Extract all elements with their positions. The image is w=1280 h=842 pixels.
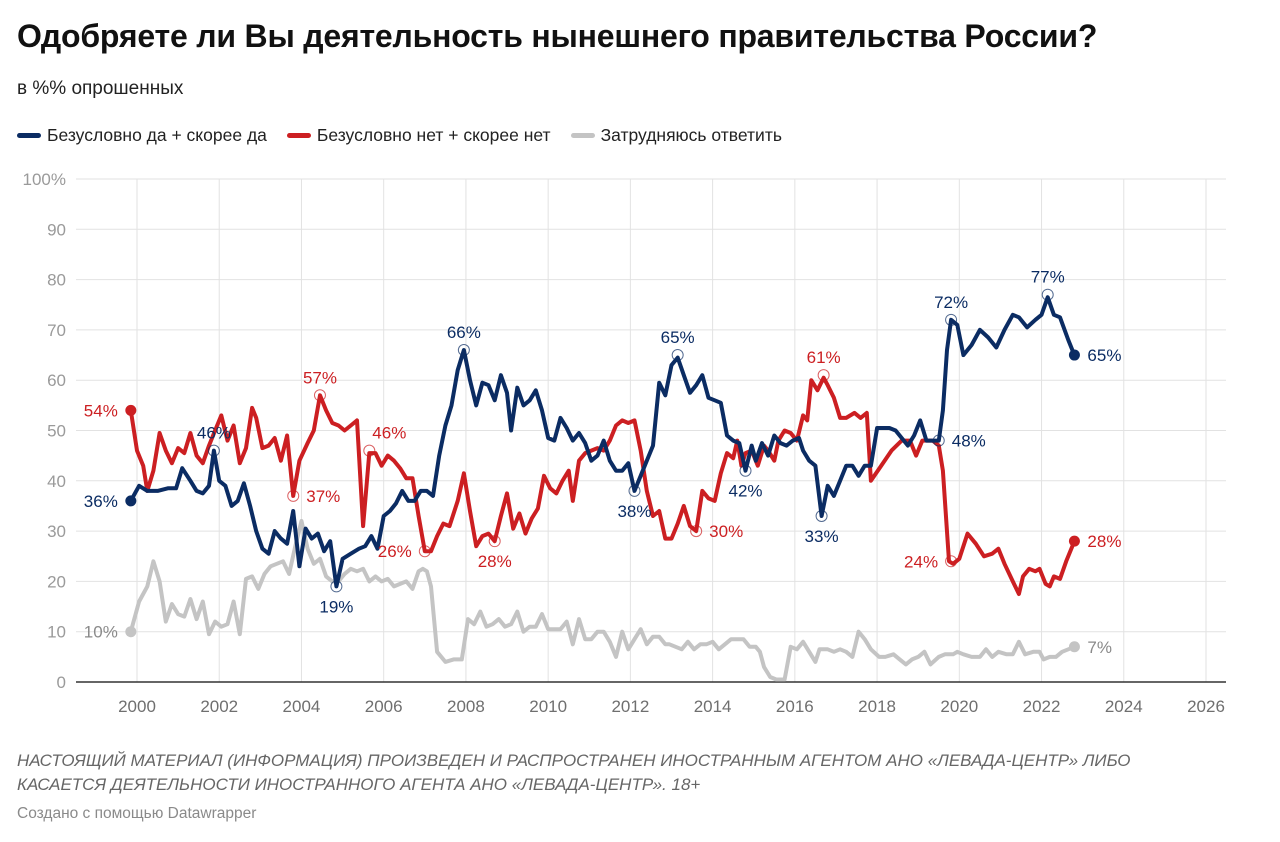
legend-item-approve: Безусловно да + скорее да — [17, 125, 267, 146]
data-label: 19% — [319, 597, 353, 616]
data-label: 66% — [447, 323, 481, 342]
data-label: 48% — [952, 432, 986, 451]
x-tick-label: 2004 — [283, 697, 321, 716]
legend-item-undecided: Затрудняюсь ответить — [570, 125, 782, 146]
x-tick-label: 2006 — [365, 697, 403, 716]
y-tick-label: 90 — [47, 220, 66, 239]
chart-title: Одобряете ли Вы деятельность нынешнего п… — [17, 18, 1098, 54]
y-tick-label: 40 — [47, 472, 66, 491]
data-label: 77% — [1031, 268, 1065, 287]
data-label: 26% — [378, 542, 412, 561]
highlight-marker — [815, 510, 828, 523]
highlight-marker — [457, 344, 470, 357]
legend-swatch-undecided — [570, 133, 595, 138]
disclaimer-line-1: НАСТОЯЩИЙ МАТЕРИАЛ (ИНФОРМАЦИЯ) ПРОИЗВЕД… — [17, 751, 1131, 770]
highlight-marker — [945, 555, 958, 568]
y-tick-label: 60 — [47, 371, 66, 390]
highlight-marker — [488, 535, 501, 548]
y-tick-label: 80 — [47, 271, 66, 290]
data-label: 61% — [807, 348, 841, 367]
x-tick-label: 2016 — [776, 697, 814, 716]
legend: Безусловно да + скорее да Безусловно нет… — [17, 125, 782, 146]
data-label: 46% — [372, 424, 406, 443]
endpoint-marker — [1068, 349, 1080, 361]
x-tick-label: 2000 — [118, 697, 156, 716]
highlight-marker — [418, 545, 431, 558]
y-tick-label: 0 — [57, 673, 66, 692]
data-label: 24% — [904, 552, 938, 571]
data-label: 10% — [84, 623, 118, 642]
disclaimer-note: НАСТОЯЩИЙ МАТЕРИАЛ (ИНФОРМАЦИЯ) ПРОИЗВЕД… — [17, 749, 1267, 797]
data-label: 37% — [306, 487, 340, 506]
legend-item-disapprove: Безусловно нет + скорее нет — [286, 125, 551, 146]
datawrapper-credit[interactable]: Создано с помощью Datawrapper — [17, 805, 257, 822]
data-label: 7% — [1087, 638, 1112, 657]
legend-label-disapprove: Безусловно нет + скорее нет — [316, 125, 551, 145]
data-label: 65% — [661, 328, 695, 347]
y-tick-label: 100% — [23, 170, 66, 189]
highlight-marker — [628, 484, 641, 497]
x-tick-label: 2020 — [940, 697, 978, 716]
endpoint-marker — [125, 626, 137, 638]
data-label: 38% — [617, 502, 651, 521]
y-tick-label: 70 — [47, 321, 66, 340]
highlight-marker — [363, 444, 376, 457]
legend-swatch-approve — [17, 133, 41, 138]
data-label: 36% — [84, 492, 118, 511]
y-tick-label: 20 — [47, 572, 66, 591]
series-line-2 — [128, 519, 1077, 682]
x-tick-label: 2008 — [447, 697, 485, 716]
y-tick-label: 30 — [47, 522, 66, 541]
data-label: 72% — [934, 293, 968, 312]
highlight-marker — [1041, 288, 1054, 301]
data-label: 30% — [709, 522, 743, 541]
series-line-0 — [128, 295, 1077, 589]
x-tick-label: 2026 — [1187, 697, 1225, 716]
endpoint-marker — [1068, 535, 1080, 547]
x-tick-label: 2010 — [529, 697, 567, 716]
endpoint-marker — [1068, 641, 1080, 653]
highlight-marker — [313, 389, 326, 402]
disclaimer-line-2: КАСАЕТСЯ ДЕЯТЕЛЬНОСТИ ИНОСТРАННОГО АГЕНТ… — [17, 775, 701, 794]
data-label: 54% — [84, 401, 118, 420]
highlight-marker — [690, 525, 703, 538]
data-label: 46% — [197, 424, 231, 443]
chart-subtitle: в %% опрошенных — [17, 78, 184, 99]
legend-label-undecided: Затрудняюсь ответить — [600, 125, 782, 145]
highlight-marker — [671, 349, 684, 362]
x-tick-label: 2012 — [611, 697, 649, 716]
x-tick-label: 2022 — [1023, 697, 1061, 716]
data-label: 33% — [805, 527, 839, 546]
highlight-marker — [945, 313, 958, 326]
data-label: 65% — [1087, 346, 1121, 365]
endpoint-marker — [125, 404, 137, 416]
data-label: 28% — [478, 552, 512, 571]
x-tick-label: 2002 — [200, 697, 238, 716]
data-label: 28% — [1087, 532, 1121, 551]
y-tick-label: 10 — [47, 623, 66, 642]
legend-label-approve: Безусловно да + скорее да — [47, 125, 267, 145]
highlight-marker — [817, 369, 830, 382]
highlight-marker — [207, 444, 220, 457]
data-label: 57% — [303, 368, 337, 387]
data-label: 42% — [728, 482, 762, 501]
legend-swatch-disapprove — [286, 133, 311, 138]
x-tick-label: 2018 — [858, 697, 896, 716]
x-tick-label: 2024 — [1105, 697, 1143, 716]
highlight-marker — [932, 434, 945, 447]
highlight-marker — [330, 580, 343, 593]
highlight-marker — [287, 489, 300, 502]
line-chart: 0 10 20 30 40 50 60 70 80 90 100% 2000 2002 2004 2006 2… — [23, 170, 1226, 716]
endpoint-marker — [125, 495, 137, 507]
x-tick-label: 2014 — [694, 697, 732, 716]
highlight-marker — [739, 464, 752, 477]
y-tick-label: 50 — [47, 422, 66, 441]
